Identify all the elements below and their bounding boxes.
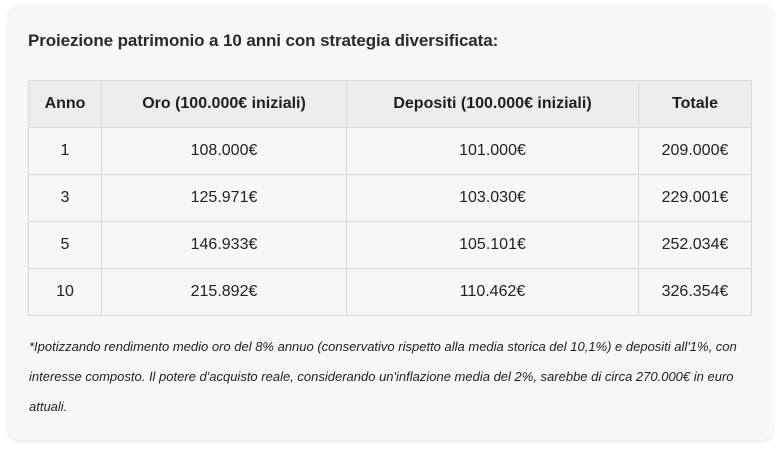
table-row: 1 108.000€ 101.000€ 209.000€ bbox=[28, 127, 752, 175]
table-row: 5 146.933€ 105.101€ 252.034€ bbox=[28, 221, 752, 269]
header-oro: Oro (100.000€ iniziali) bbox=[101, 80, 347, 128]
cell-anno: 3 bbox=[28, 174, 102, 222]
table-row: 10 215.892€ 110.462€ 326.354€ bbox=[28, 268, 752, 316]
footnote: *Ipotizzando rendimento medio oro del 8%… bbox=[29, 339, 737, 414]
cell-oro: 108.000€ bbox=[101, 127, 347, 175]
table-row: 3 125.971€ 103.030€ 229.001€ bbox=[28, 174, 752, 222]
cell-depositi: 110.462€ bbox=[346, 268, 639, 316]
cell-totale: 252.034€ bbox=[638, 221, 752, 269]
cell-oro: 125.971€ bbox=[101, 174, 347, 222]
cell-anno: 1 bbox=[28, 127, 102, 175]
projection-title: Proiezione patrimonio a 10 anni con stra… bbox=[28, 31, 499, 50]
cell-depositi: 101.000€ bbox=[346, 127, 639, 175]
header-anno: Anno bbox=[28, 80, 102, 128]
table-header-row: Anno Oro (100.000€ iniziali) Depositi (1… bbox=[28, 80, 752, 128]
cell-totale: 326.354€ bbox=[638, 268, 752, 316]
header-depositi: Depositi (100.000€ iniziali) bbox=[346, 80, 639, 128]
cell-depositi: 103.030€ bbox=[346, 174, 639, 222]
cell-oro: 146.933€ bbox=[101, 221, 347, 269]
cell-totale: 229.001€ bbox=[638, 174, 752, 222]
cell-oro: 215.892€ bbox=[101, 268, 347, 316]
header-totale: Totale bbox=[638, 80, 752, 128]
projection-table: Anno Oro (100.000€ iniziali) Depositi (1… bbox=[28, 80, 752, 316]
cell-depositi: 105.101€ bbox=[346, 221, 639, 269]
cell-totale: 209.000€ bbox=[638, 127, 752, 175]
cell-anno: 10 bbox=[28, 268, 102, 316]
message-card: Proiezione patrimonio a 10 anni con stra… bbox=[8, 5, 773, 440]
cell-anno: 5 bbox=[28, 221, 102, 269]
